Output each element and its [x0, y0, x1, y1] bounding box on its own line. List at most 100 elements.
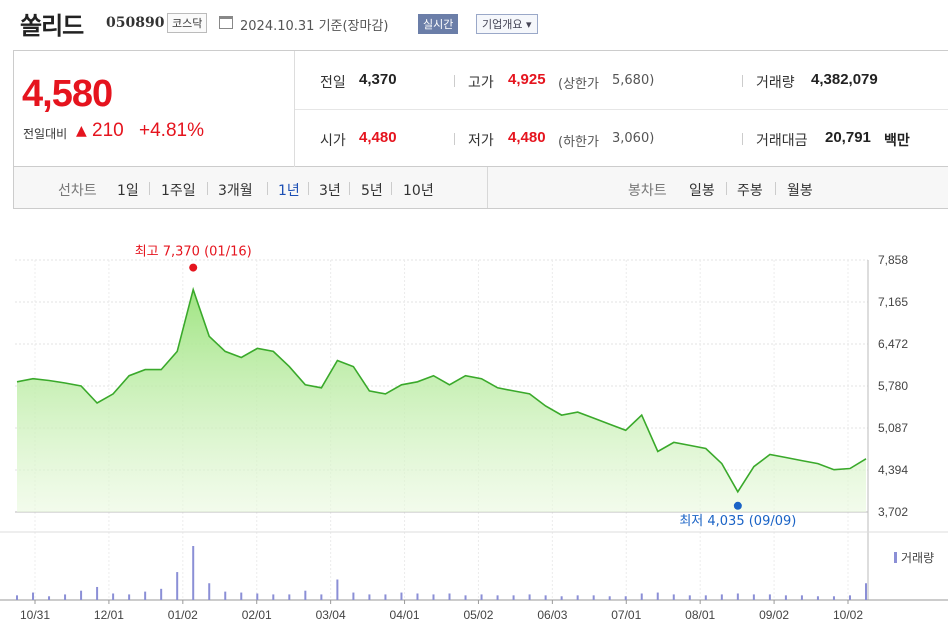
upper-limit-value: 5,680)	[612, 73, 655, 88]
y-tick-label: 7,858	[878, 253, 908, 267]
realtime-button[interactable]: 실시간	[418, 14, 459, 34]
high-label: 고가	[468, 75, 494, 91]
divider	[742, 133, 743, 145]
divider	[349, 182, 350, 195]
current-price-box: 4,580 전일대비 ▲ 210 +4.81%	[14, 51, 295, 167]
period-weekly[interactable]: 주봉	[737, 183, 763, 199]
volume-value: 4,382,079	[811, 71, 878, 88]
volume-bar	[16, 595, 18, 600]
x-tick-label: 01/02	[168, 608, 198, 622]
volume-bar	[464, 595, 467, 600]
volume-legend-swatch	[894, 552, 897, 563]
volume-bar	[96, 586, 99, 600]
volume-bar	[496, 595, 499, 600]
volume-bar	[544, 595, 547, 600]
x-tick-label: 09/02	[759, 608, 789, 622]
volume-bar	[592, 595, 595, 600]
period-5y[interactable]: 5년	[361, 183, 383, 199]
lower-limit-value: 3,060)	[612, 131, 655, 146]
company-overview-button[interactable]: 기업개요 ▾	[476, 14, 538, 34]
volume-bar	[368, 594, 371, 600]
stock-header: 쏠리드 050890 코스닥 2024.10.31 기준(장마감) 실시간 기업…	[0, 0, 948, 48]
volume-bar	[144, 591, 147, 600]
x-tick-label: 05/02	[463, 608, 493, 622]
volume-bar	[624, 596, 627, 600]
low-value: 4,480	[508, 129, 546, 146]
divider	[391, 182, 392, 195]
change-amount: 210	[92, 120, 124, 141]
change-label: 전일대비	[23, 127, 68, 141]
period-1w[interactable]: 1주일	[161, 183, 196, 199]
low-label: 저가	[468, 133, 494, 149]
x-tick-label: 06/03	[537, 608, 567, 622]
divider	[454, 75, 455, 87]
base-date: 2024.10.31 기준(장마감)	[240, 19, 389, 34]
high-annotation: 최고 7,370 (01/16)	[135, 245, 252, 260]
x-tick-label: 08/01	[685, 608, 715, 622]
volume-bar	[768, 594, 771, 600]
volume-label: 거래량	[756, 75, 795, 91]
volume-bar	[384, 594, 387, 600]
volume-bar	[288, 594, 291, 600]
price-line	[16, 286, 867, 494]
volume-bar	[784, 595, 787, 600]
high-value: 4,925	[508, 71, 546, 88]
y-tick-label: 4,394	[878, 463, 908, 477]
volume-bar	[352, 592, 355, 600]
volume-bar	[865, 583, 867, 600]
divider	[726, 182, 727, 195]
x-tick-label: 03/04	[316, 608, 346, 622]
prev-close-label: 전일	[320, 75, 346, 91]
divider	[742, 75, 743, 87]
stock-code: 050890	[106, 15, 165, 31]
volume-bar	[160, 588, 163, 600]
period-monthly[interactable]: 월봉	[787, 183, 813, 199]
divider	[487, 167, 488, 208]
low-marker	[733, 501, 742, 510]
open-label: 시가	[320, 133, 346, 149]
volume-bar	[48, 596, 51, 600]
volume-bar	[432, 594, 435, 600]
low-annotation: 최저 4,035 (09/09)	[679, 514, 796, 529]
volume-bar	[688, 595, 691, 600]
volume-bar	[304, 590, 307, 600]
volume-bar	[576, 595, 579, 600]
stock-name: 쏠리드	[20, 12, 84, 40]
volume-bar	[480, 594, 483, 600]
period-daily[interactable]: 일봉	[689, 183, 715, 199]
volume-bar	[720, 594, 723, 600]
volume-bar	[560, 596, 563, 600]
period-1d[interactable]: 1일	[117, 183, 139, 199]
price-chart: 7,858 7,165 6,472 5,780 5,087 4,394 3,702 10/31…	[0, 245, 948, 622]
volume-bar	[848, 595, 851, 600]
period-10y[interactable]: 10년	[403, 183, 434, 199]
change-percent: +4.81%	[139, 120, 204, 141]
x-tick-label: 12/01	[94, 608, 124, 622]
x-tick-label: 10/02	[833, 608, 863, 622]
volume-bar	[256, 593, 259, 600]
volume-bar	[800, 595, 803, 600]
volume-bar	[672, 594, 675, 600]
open-value: 4,480	[359, 129, 397, 146]
up-arrow-icon: ▲	[76, 123, 87, 139]
x-tick-label: 07/01	[611, 608, 641, 622]
y-tick-label: 3,702	[878, 505, 908, 519]
period-3m[interactable]: 3개월	[218, 183, 253, 199]
volume-bar	[32, 592, 35, 600]
x-tick-label: 02/01	[242, 608, 272, 622]
divider	[308, 182, 309, 195]
period-3y[interactable]: 3년	[319, 183, 341, 199]
volume-bar	[736, 593, 739, 600]
volume-bar	[400, 592, 403, 600]
period-1y[interactable]: 1년	[278, 183, 300, 199]
volume-bar	[512, 595, 515, 600]
volume-bar	[528, 594, 531, 600]
volume-bar	[272, 594, 275, 600]
trade-value-unit: 백만	[884, 133, 910, 149]
candle-chart-label: 봉차트	[628, 183, 667, 199]
prev-close-value: 4,370	[359, 71, 397, 88]
volume-bar	[80, 590, 83, 600]
x-tick-label: 04/01	[390, 608, 420, 622]
divider	[149, 182, 150, 195]
market-badge: 코스닥	[167, 13, 208, 33]
